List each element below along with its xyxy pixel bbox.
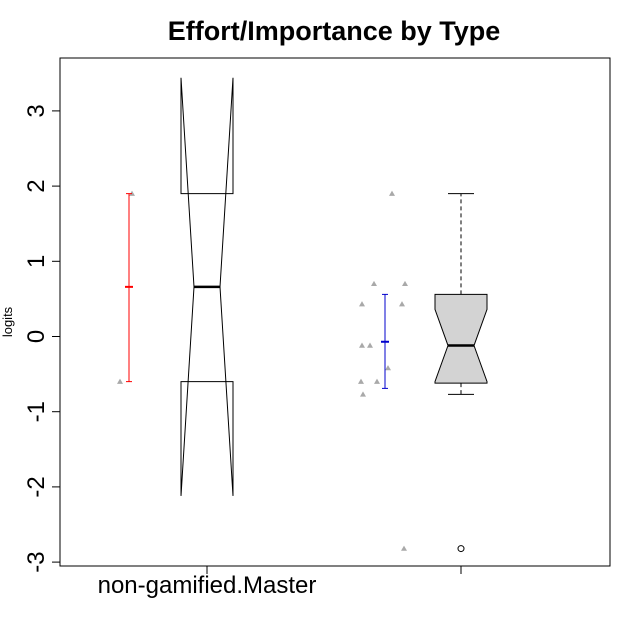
data-point bbox=[359, 342, 365, 348]
chart-marks bbox=[117, 77, 488, 553]
notched-box bbox=[434, 293, 488, 384]
plot-frame bbox=[59, 57, 611, 567]
y-axis: 3 2 1 0 -1 -2 -3 bbox=[23, 104, 61, 573]
chart-title: Effort/Importance by Type bbox=[168, 16, 501, 46]
data-point bbox=[402, 280, 408, 287]
y-tick-label: 1 bbox=[23, 255, 50, 268]
outlier-point bbox=[457, 545, 465, 553]
y-tick-label: 3 bbox=[23, 104, 50, 117]
y-tick-label: -3 bbox=[23, 551, 50, 572]
data-point bbox=[399, 301, 405, 307]
data-point bbox=[358, 378, 364, 384]
data-point bbox=[359, 301, 365, 307]
group-1 bbox=[358, 190, 488, 553]
x-axis: non-gamified.Master bbox=[98, 566, 462, 599]
data-point bbox=[360, 391, 366, 397]
y-tick-label: 2 bbox=[23, 179, 50, 192]
y-tick-label: 0 bbox=[23, 330, 50, 343]
y-axis-label: logits bbox=[0, 306, 15, 337]
group-0 bbox=[117, 77, 234, 496]
data-point bbox=[389, 190, 395, 196]
y-tick-label: -2 bbox=[23, 476, 50, 497]
data-point bbox=[371, 280, 377, 287]
data-point bbox=[367, 342, 373, 348]
data-point bbox=[374, 378, 380, 384]
notched-box bbox=[180, 77, 234, 496]
data-point bbox=[385, 365, 391, 371]
data-point bbox=[401, 545, 407, 551]
y-tick-label: -1 bbox=[23, 401, 50, 422]
x-tick-label: non-gamified.Master bbox=[98, 572, 317, 599]
data-point bbox=[117, 378, 123, 384]
